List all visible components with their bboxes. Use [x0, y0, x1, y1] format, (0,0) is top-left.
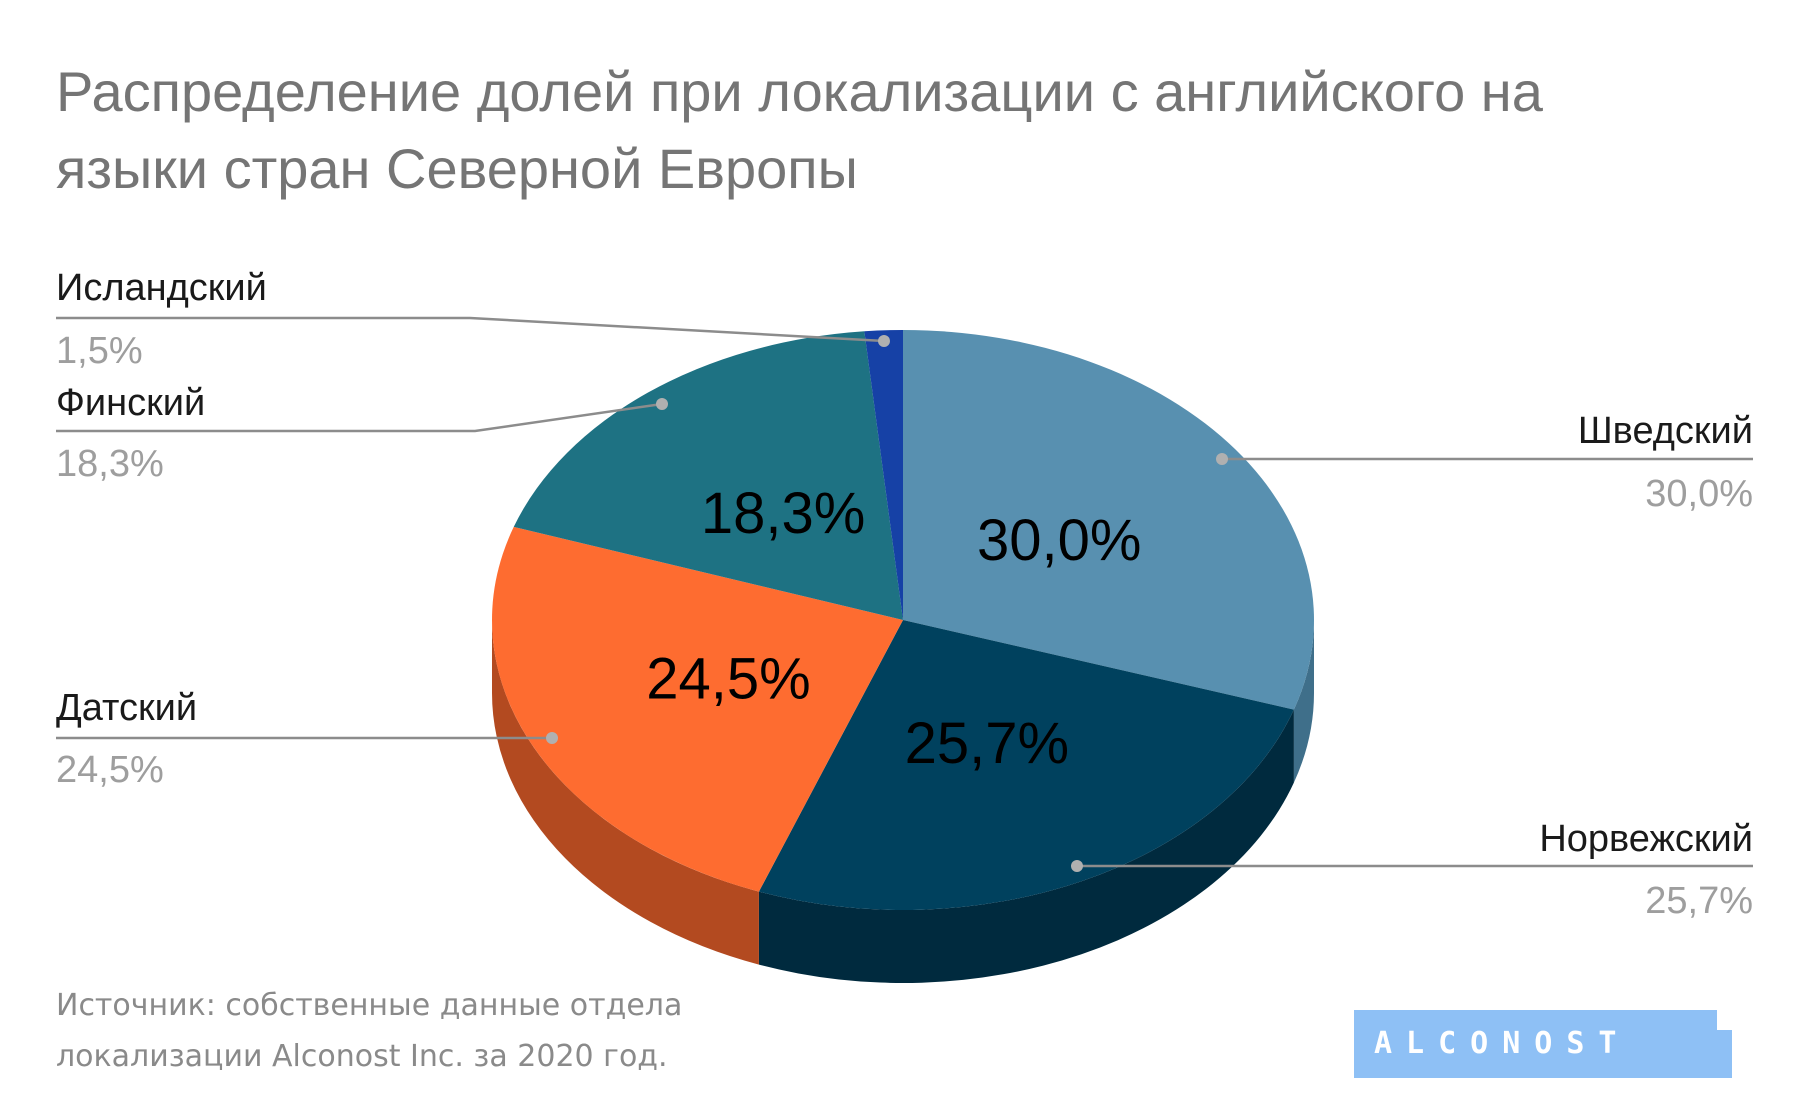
- leader-lines: [56, 316, 1753, 872]
- label-name-icelandic: Исландский: [56, 267, 267, 309]
- label-name-danish: Датский: [56, 687, 197, 729]
- slice-swedish: [903, 330, 1314, 710]
- leader-dot-swedish: [1216, 453, 1228, 465]
- slice-icelandic: [864, 330, 903, 620]
- side-danish: [492, 620, 759, 965]
- leader-line-finnish: [56, 402, 663, 433]
- logo-badge: [1354, 1010, 1732, 1078]
- logo-text: ALCONOST: [1374, 1026, 1631, 1061]
- label-value-finnish: 18,3%: [56, 443, 164, 485]
- alconost-logo: ALCONOST: [1354, 1010, 1732, 1078]
- source-line-2: локализации Alconost Inc. за 2020 год.: [56, 1039, 668, 1074]
- side-norwegian: [758, 709, 1294, 984]
- label-value-icelandic: 1,5%: [56, 330, 143, 372]
- label-name-swedish: Шведский: [1578, 410, 1753, 452]
- source-line-1: Источник: собственные данные отдела: [56, 988, 682, 1023]
- label-value-swedish: 30,0%: [1645, 473, 1753, 515]
- slice-value-danish: 24,5%: [646, 646, 810, 711]
- chart-title-line-2: языки стран Северной Европы: [56, 137, 858, 200]
- slice-danish: [492, 526, 903, 892]
- leader-dot-danish: [546, 732, 558, 744]
- slice-labels: Исландский 1,5% Финский 18,3% Датский 24…: [56, 267, 1753, 922]
- chart-title-line-1: Распределение долей при локализации с ан…: [56, 60, 1544, 123]
- leader-dot-finnish: [656, 398, 668, 410]
- label-value-danish: 24,5%: [56, 749, 164, 791]
- leader-dot-norwegian: [1071, 860, 1083, 872]
- side-swedish: [1293, 620, 1314, 783]
- slice-value-swedish: 30,0%: [977, 508, 1141, 573]
- leader-dot-icelandic: [878, 335, 890, 347]
- slice-value-norwegian: 25,7%: [905, 711, 1069, 776]
- source-note: Источник: собственные данные отдела лока…: [56, 988, 682, 1074]
- leader-line-icelandic: [56, 316, 885, 343]
- label-name-finnish: Финский: [56, 382, 205, 424]
- chart-title: Распределение долей при локализации с ан…: [56, 60, 1544, 200]
- pie-side-walls: [492, 620, 1314, 984]
- label-name-norwegian: Норвежский: [1539, 818, 1753, 860]
- slice-finnish: [513, 331, 903, 620]
- label-value-norwegian: 25,7%: [1645, 880, 1753, 922]
- pie-slices: [492, 330, 1314, 910]
- slice-norwegian: [758, 620, 1294, 910]
- pie-value-labels: 30,0% 25,7% 24,5% 18,3%: [646, 481, 1141, 776]
- slice-value-finnish: 18,3%: [701, 481, 865, 546]
